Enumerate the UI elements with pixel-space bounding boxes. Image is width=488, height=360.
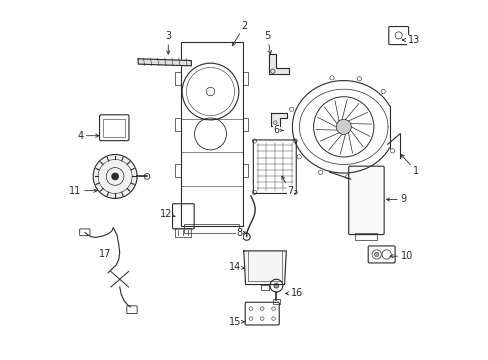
Polygon shape bbox=[244, 251, 286, 284]
Text: 4: 4 bbox=[77, 131, 99, 141]
Text: 8: 8 bbox=[236, 228, 245, 238]
Text: 12: 12 bbox=[159, 209, 175, 219]
Text: 13: 13 bbox=[402, 35, 419, 45]
Text: 3: 3 bbox=[165, 31, 171, 54]
Circle shape bbox=[374, 252, 378, 257]
Text: 15: 15 bbox=[228, 317, 244, 327]
Text: 10: 10 bbox=[389, 251, 412, 261]
Text: 9: 9 bbox=[386, 194, 406, 204]
Circle shape bbox=[243, 233, 250, 240]
Text: 16: 16 bbox=[285, 288, 302, 298]
Circle shape bbox=[111, 173, 119, 180]
Circle shape bbox=[93, 154, 137, 198]
Text: 11: 11 bbox=[69, 186, 97, 195]
Text: 7: 7 bbox=[281, 176, 293, 195]
FancyBboxPatch shape bbox=[348, 166, 384, 235]
Circle shape bbox=[336, 119, 350, 134]
Text: 17: 17 bbox=[99, 249, 111, 260]
Text: 5: 5 bbox=[264, 31, 271, 54]
Text: 2: 2 bbox=[232, 21, 247, 46]
Text: 14: 14 bbox=[228, 262, 244, 272]
Polygon shape bbox=[269, 54, 288, 74]
Polygon shape bbox=[270, 113, 286, 126]
Circle shape bbox=[273, 283, 278, 288]
Text: 6: 6 bbox=[273, 125, 283, 135]
Polygon shape bbox=[138, 59, 191, 66]
Text: 1: 1 bbox=[400, 154, 418, 176]
